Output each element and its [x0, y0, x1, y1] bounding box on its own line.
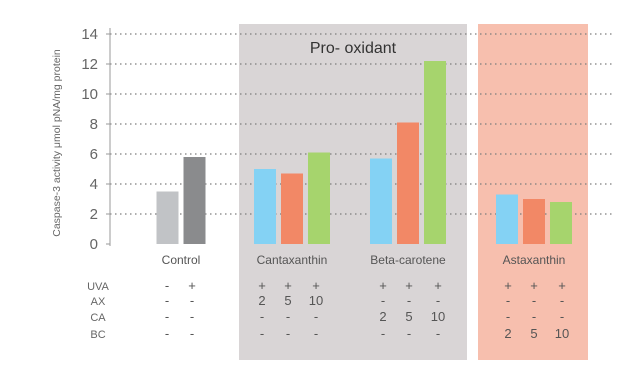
table-row-label: BC	[90, 329, 105, 341]
table-row-label: CA	[90, 312, 106, 324]
bar	[550, 202, 572, 244]
table-row-label: AX	[91, 296, 106, 308]
bar	[156, 191, 179, 244]
table-cell: 5	[284, 293, 291, 308]
table-cell: 10	[309, 293, 323, 308]
bars	[156, 61, 572, 244]
table-cell: 5	[405, 309, 412, 324]
y-tick-label: 14	[81, 26, 98, 43]
region-astaxanthin	[478, 24, 588, 360]
table-cell: +	[504, 278, 512, 293]
table-cell: -	[506, 309, 510, 324]
table-cell: -	[314, 326, 318, 341]
bar	[523, 199, 545, 244]
table-cell: -	[190, 326, 194, 341]
table-cell: -	[165, 326, 169, 341]
bar	[496, 194, 518, 244]
bar	[397, 122, 419, 244]
y-axis-label: Caspase-3 activity μmol pNA/mg protein	[51, 49, 63, 237]
bar	[424, 61, 446, 244]
table-cell: +	[434, 278, 442, 293]
table-cell: -	[165, 309, 169, 324]
table-cell: +	[530, 278, 538, 293]
table-cell: +	[284, 278, 292, 293]
group-label: Beta-carotene	[370, 253, 446, 267]
table-cell: -	[381, 326, 385, 341]
bar	[183, 157, 206, 244]
group-label: Cantaxanthin	[257, 253, 328, 267]
table-cell: 10	[431, 309, 445, 324]
group-label: Astaxanthin	[503, 253, 566, 267]
table-cell: 2	[504, 326, 511, 341]
bar	[308, 152, 330, 244]
group-labels: Control Cantaxanthin Beta-carotene Astaxant…	[162, 253, 566, 267]
y-tick-label: 0	[90, 236, 98, 253]
table-cell: -	[260, 309, 264, 324]
table-cell: -	[560, 293, 564, 308]
table-cell: +	[188, 278, 196, 293]
table-cell: -	[560, 309, 564, 324]
table-cell: -	[532, 309, 536, 324]
table-cell: -	[165, 293, 169, 308]
y-tick-label: 12	[81, 56, 98, 73]
table-cell: -	[260, 326, 264, 341]
table-cell: -	[190, 309, 194, 324]
y-tick-label: 2	[90, 206, 98, 223]
table-cell: -	[506, 293, 510, 308]
region-label: Pro- oxidant	[310, 40, 397, 57]
y-tick-label: 4	[90, 176, 98, 193]
table-cell: 10	[555, 326, 569, 341]
table-cell: -	[286, 326, 290, 341]
y-tick-label: 10	[81, 86, 98, 103]
gridlines	[110, 33, 612, 215]
table-cell: -	[314, 309, 318, 324]
bar	[254, 169, 276, 244]
table-cell: -	[165, 278, 169, 293]
table-cell: +	[258, 278, 266, 293]
table-cell: -	[286, 309, 290, 324]
table-cell: -	[190, 293, 194, 308]
table-cell: +	[405, 278, 413, 293]
treatment-table: UVA - + + + + + + + + + +AX - -2 5 10- - - - - -CA - - - - -2 5 10-…	[87, 278, 569, 341]
table-cell: -	[407, 326, 411, 341]
y-tick-label: 8	[90, 116, 98, 133]
table-cell: 5	[530, 326, 537, 341]
group-label: Control	[162, 253, 201, 267]
y-axis: 0 2 4 6 8 10 12 14 Caspase-3 activity μmol pNA/m…	[51, 26, 111, 253]
table-cell: 2	[258, 293, 265, 308]
bar	[370, 158, 392, 244]
table-cell: -	[532, 293, 536, 308]
table-cell: +	[312, 278, 320, 293]
table-cell: -	[436, 293, 440, 308]
table-cell: +	[379, 278, 387, 293]
table-cell: -	[381, 293, 385, 308]
table-row-label: UVA	[87, 281, 109, 293]
y-tick-label: 6	[90, 146, 98, 163]
table-cell: -	[436, 326, 440, 341]
table-cell: 2	[379, 309, 386, 324]
table-cell: -	[407, 293, 411, 308]
bar	[281, 173, 303, 244]
table-cell: +	[558, 278, 566, 293]
